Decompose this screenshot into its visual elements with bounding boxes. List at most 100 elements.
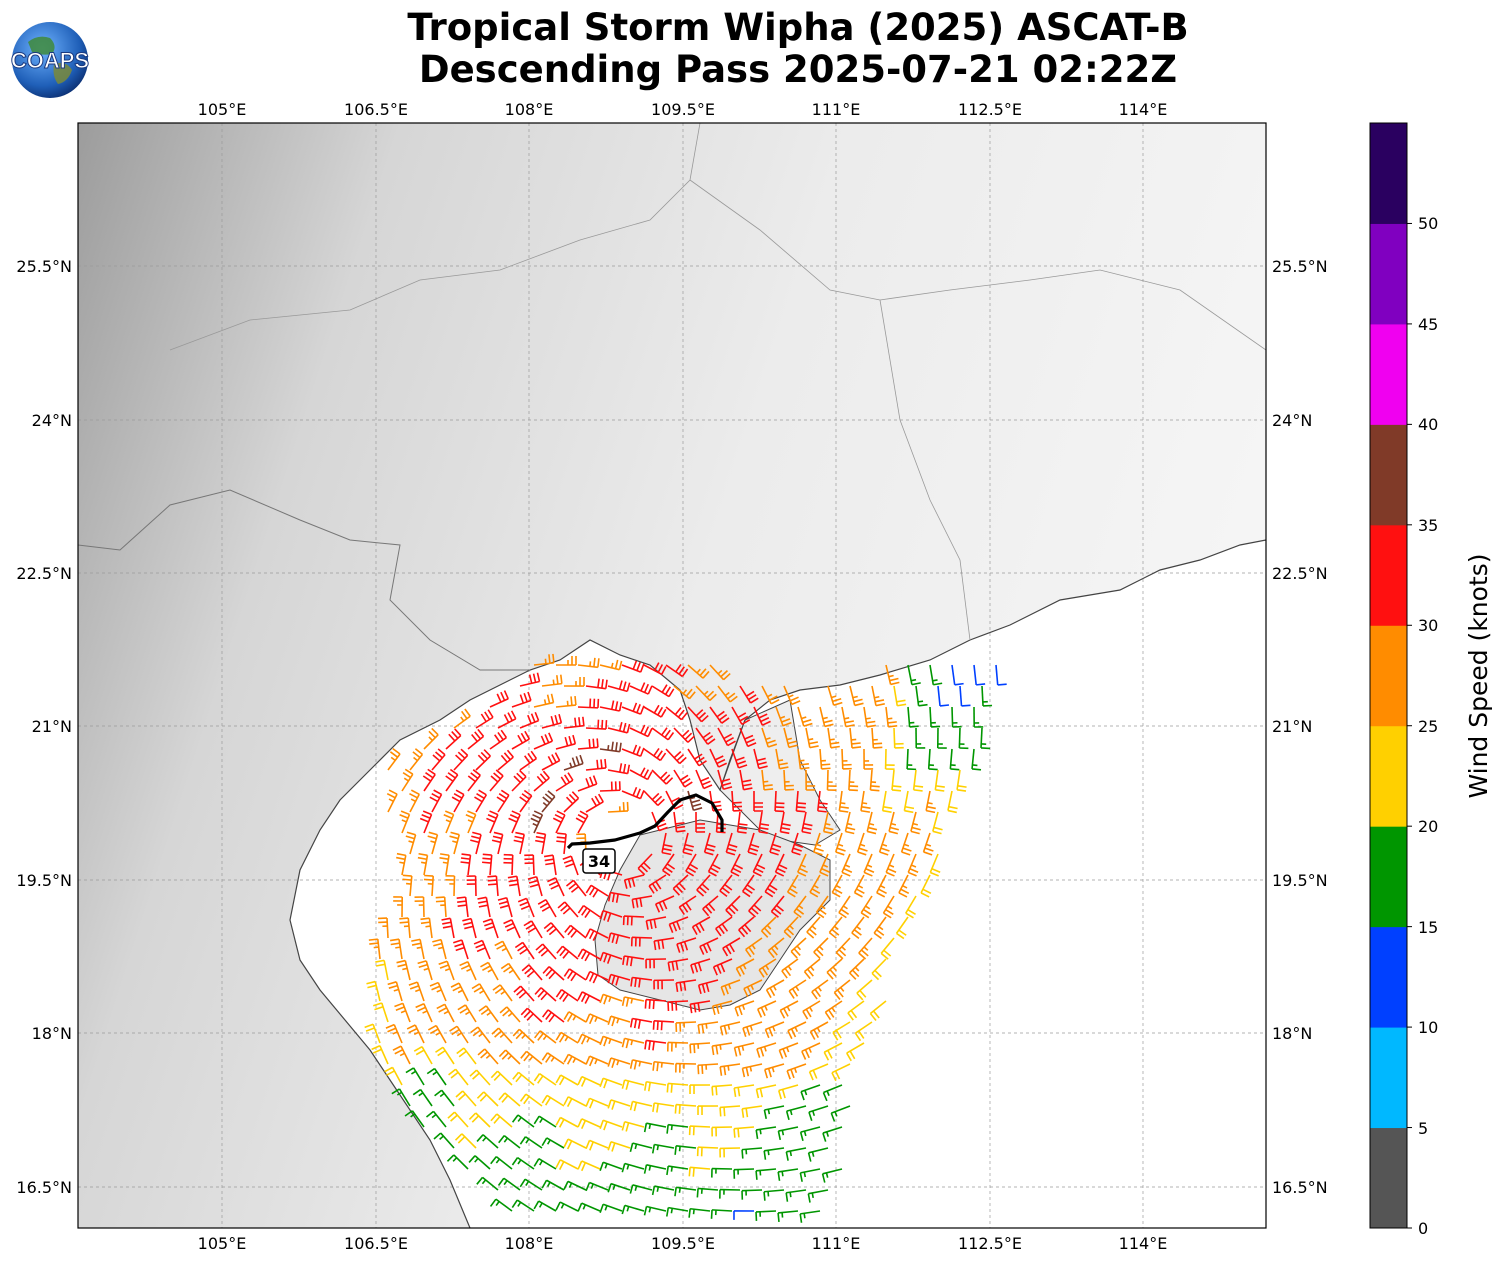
wind-barb: [607, 680, 631, 693]
wind-barb: [951, 706, 962, 728]
wind-barb: [741, 1105, 763, 1118]
wind-barb: [408, 981, 425, 1002]
wind-barb: [432, 938, 447, 960]
right-lat-labels: 16.5°N 18°N 19.5°N 21°N 22.5°N 24°N 25.5…: [1272, 257, 1328, 1197]
wind-barb: [459, 961, 477, 981]
wind-barb: [364, 1023, 381, 1044]
lon-tick-label: 106.5°E: [344, 100, 408, 119]
wind-barb: [577, 1033, 601, 1045]
wind-barb: [585, 884, 609, 898]
wind-barb: [745, 937, 763, 958]
wind-barb: [786, 1063, 807, 1080]
wind-barb: [399, 917, 411, 939]
wind-barb: [530, 810, 544, 834]
wind-barb: [822, 811, 834, 835]
wind-barb: [555, 772, 574, 792]
map-frame: [77, 122, 1267, 1229]
wind-barb: [513, 831, 525, 855]
wind-barb: [585, 928, 609, 941]
wind-barb: [375, 959, 389, 981]
wind-barb: [673, 811, 686, 833]
colorbar-bin: [1370, 1127, 1407, 1229]
wind-barb: [847, 1000, 865, 1021]
wind-barb: [519, 1178, 543, 1191]
colorbar-tick-label: 40: [1418, 415, 1438, 434]
lon-tick-label: 106.5°E: [344, 1234, 408, 1253]
wind-barb: [687, 664, 710, 679]
wind-barb: [533, 732, 554, 750]
wind-barb: [667, 958, 689, 972]
wind-barb: [788, 979, 807, 999]
wind-barb: [697, 979, 719, 995]
wind-barb: [401, 768, 414, 792]
wind-barb: [599, 1119, 623, 1131]
wind-barb: [880, 937, 895, 960]
wind-barb: [599, 909, 623, 922]
colorbar-tick-label: 30: [1418, 616, 1438, 635]
wind-barb: [368, 938, 381, 960]
wind-barb: [426, 1067, 447, 1086]
wind-barb: [556, 832, 567, 855]
wind-barb: [755, 1168, 777, 1180]
wind-barb: [460, 853, 472, 876]
wind-barb: [491, 831, 504, 855]
wind-barb: [456, 1047, 477, 1065]
wind-barb: [607, 973, 631, 986]
wind-barb: [427, 1024, 447, 1044]
wind-barb: [557, 901, 579, 918]
wind-barb: [474, 789, 488, 813]
wind-barb: [934, 769, 945, 792]
lat-tick-label: 24°N: [32, 411, 72, 430]
wind-barb: [785, 1189, 807, 1202]
wind-barb: [431, 748, 446, 771]
wind-barb: [665, 748, 687, 765]
wind-barb: [607, 932, 631, 944]
wind-barb: [511, 769, 527, 792]
wind-barb: [733, 1042, 755, 1057]
wind-barb: [863, 706, 876, 728]
wind-barb: [910, 811, 921, 835]
wind-barb: [645, 958, 667, 969]
wind-barb: [915, 685, 928, 707]
wind-barb: [920, 874, 932, 898]
bottom-lon-labels: 105°E 106.5°E 108°E 109.5°E 111°E 112.5°…: [198, 1234, 1168, 1253]
wind-barb: [565, 879, 587, 897]
wind-barb: [543, 922, 565, 939]
wind-barb: [795, 790, 807, 813]
wind-barb: [775, 706, 792, 727]
wind-barb: [533, 1157, 557, 1170]
colorbar-tick-label: 20: [1418, 817, 1438, 836]
wind-barb: [555, 1159, 579, 1171]
wind-barb: [629, 767, 653, 781]
wind-barb: [512, 1071, 535, 1086]
wind-barb: [854, 1021, 873, 1042]
wind-barb: [607, 1099, 631, 1110]
wind-barb: [577, 657, 600, 669]
wind-barb: [775, 748, 789, 770]
wind-barb: [533, 653, 555, 666]
colorbar-bin: [1370, 1027, 1407, 1129]
wind-barb: [468, 1112, 491, 1128]
wind-barb: [555, 734, 577, 750]
wind-barb: [758, 958, 777, 978]
wind-barb: [665, 663, 689, 678]
wind-barb: [599, 659, 623, 671]
wind-barb: [783, 727, 798, 749]
wind-barb: [797, 853, 808, 877]
wind-barb: [674, 1103, 697, 1114]
wind-barb: [653, 979, 675, 990]
wind-barb: [731, 790, 743, 812]
wind-barb: [453, 708, 471, 729]
wind-barb: [753, 790, 764, 812]
wind-barb: [739, 685, 759, 704]
wind-barb: [446, 1154, 469, 1170]
wind-barb: [687, 706, 709, 723]
wind-barb: [797, 706, 813, 727]
coaps-logo: COAPS: [10, 22, 90, 98]
wind-barb: [777, 1210, 799, 1222]
wind-barb: [764, 874, 778, 898]
wind-barb: [661, 853, 676, 877]
wind-barb: [563, 1138, 587, 1150]
wind-barb: [756, 1042, 777, 1058]
